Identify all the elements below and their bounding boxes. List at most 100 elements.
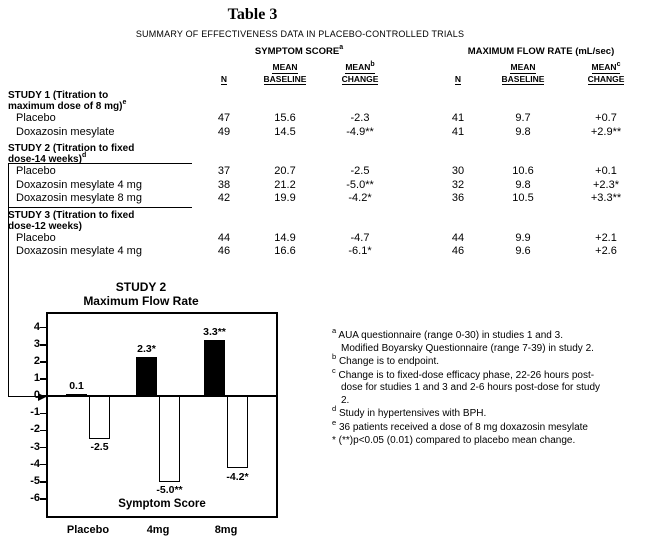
chart-subtitle: Maximum Flow Rate [83,294,199,308]
footnote-ref-c: c [616,60,621,68]
treatment-label: Doxazosin mesylate 4 mg [16,245,142,257]
mean-change-line: MEANc [591,60,621,74]
treatment-label: Placebo [16,231,56,244]
value-cell: 46 [217,245,231,257]
treatment-row: Doxazosin mesylate 4 mg 46 16.6 -6.1* 46 9.6 +… [6,245,646,259]
footnote-marker: a [332,326,337,336]
value-cell: 44 [217,231,231,244]
footnote-ref-a: a [339,44,344,52]
treatment-label: Placebo [16,112,56,124]
y-axis-tick-label: 3 [33,337,40,350]
flow-n-header: N [436,73,480,85]
y-axis-tick-label: -6 [30,491,40,504]
symptom-mean-baseline-header: MEAN BASELINE [246,62,324,85]
change-header-text: CHANGE [341,73,379,85]
bar-open [89,396,110,439]
mean-change-line: MEANb [345,60,375,74]
mean-header-text: MEAN [510,62,536,74]
value-cell: 9.9 [515,231,531,244]
value-cell: 47 [217,112,231,124]
bar-filled [136,356,157,397]
value-cell: 41 [451,112,465,124]
treatment-label: Doxazosin mesylate 8 mg [16,192,142,204]
value-cell: -6.1* [348,245,372,257]
max-flow-label: MAXIMUM FLOW RATE (mL/sec) [467,46,615,57]
bar-filled [204,339,225,397]
mean-header-text: MEAN [272,62,298,74]
value-cell: +0.1 [595,165,617,177]
bar-open [227,396,248,469]
value-cell: -4.9** [346,125,374,138]
footnote-c: c Change is to fixed-dose efficacy phase… [332,365,601,406]
symptom-score-label: SYMPTOM SCORE [254,46,340,57]
value-cell: -2.3 [350,112,370,124]
treatment-row: Placebo 44 14.9 -4.7 44 9.9 +2.1 [6,232,646,246]
n-header-text: N [454,73,462,85]
y-axis-tick-label: 4 [33,320,40,333]
max-flow-group-header: MAXIMUM FLOW RATE (mL/sec) [436,46,646,57]
treatment-label: Doxazosin mesylate [16,125,115,138]
symptom-score-group-header: SYMPTOM SCOREa [202,44,396,57]
footnote-marker: e [332,417,337,427]
footnote-ref: e [122,99,127,107]
symptom-n-header: N [202,74,246,85]
footnote-e: e 36 patients received a dose of 8 mg do… [332,417,588,433]
group-header-row: SYMPTOM SCOREa MAXIMUM FLOW RATE (mL/sec… [6,44,646,57]
y-axis-tick-label: -1 [30,406,40,419]
footnote-a: a AUA questionnaire (range 0-30) in stud… [332,326,594,354]
value-cell: -2.5 [350,165,370,177]
baseline-header-text: BASELINE [263,73,307,85]
bar-value-label: 3.3** [203,325,226,338]
flow-mean-change-header: MEANc CHANGE [566,60,646,85]
chart-plot-area: 4 3 2 1 0 -1 -2 -3 -4 -5 -6 0.1 -2.5 Placebo 2.3* -5.0*… [30,312,278,536]
footnote-marker: c [332,365,336,375]
value-cell: 44 [451,231,465,244]
value-cell: 41 [451,125,465,138]
study-header-row: STUDY 2 (Titration to fixed dose-14 week… [6,143,646,165]
y-axis-tick [40,481,46,483]
value-cell: 9.7 [515,112,531,124]
y-axis-tick [40,463,46,466]
footnote-d: d Study in hypertensives with BPH. [332,404,487,419]
bracket-line [8,163,192,164]
footnote-marker: b [332,352,337,362]
footnote-marker: d [332,404,337,414]
treatment-row: Doxazosin mesylate 4 mg 38 21.2 -5.0** 32 9.8… [6,179,646,193]
table-body: STUDY 1 (Titration to maximum dose of 8 … [6,90,646,259]
study-label: STUDY 1 (Titration to maximum dose of 8 … [8,90,127,112]
value-cell: 32 [451,178,465,191]
value-cell: 30 [451,165,465,177]
y-axis-tick [40,361,46,363]
study-header-row: STUDY 3 (Titration to fixed dose-12 week… [6,210,646,232]
bracket-line [8,163,9,397]
bar-value-label: 2.3* [137,342,156,355]
bar-open [159,396,180,482]
y-axis-tick [40,446,46,449]
value-cell: 20.7 [274,165,296,177]
y-axis-tick-label: -3 [30,440,40,453]
footnote-ref-b: b [370,60,375,68]
value-cell: 42 [217,192,231,204]
y-axis-tick [40,344,46,346]
value-cell: -4.2* [348,192,372,204]
value-cell: -4.7 [350,231,370,244]
y-axis-tick [40,412,46,415]
value-cell: 37 [217,165,231,177]
value-cell: 9.8 [515,178,531,191]
change-header-text: CHANGE [587,73,625,85]
value-cell: +2.1 [595,231,617,244]
value-cell: +3.3** [590,192,622,204]
y-axis-tick [40,498,46,500]
value-cell: 46 [451,245,465,257]
value-cell: +2.9** [590,125,622,138]
footnote-asterisk: * (**)p<0.05 (0.01) compared to placebo … [332,435,576,446]
mean-header-text: MEAN [591,62,617,72]
bar-value-label: -4.2* [226,470,249,483]
treatment-label: Placebo [16,165,56,177]
value-cell: -5.0** [346,178,374,191]
bar-value-label: -5.0** [156,484,183,497]
value-cell: +2.3* [593,178,619,191]
table-subtitle: SUMMARY OF EFFECTIVENESS DATA IN PLACEBO… [135,29,465,39]
value-cell: 19.9 [274,192,296,204]
bracket-arrow [38,392,46,401]
